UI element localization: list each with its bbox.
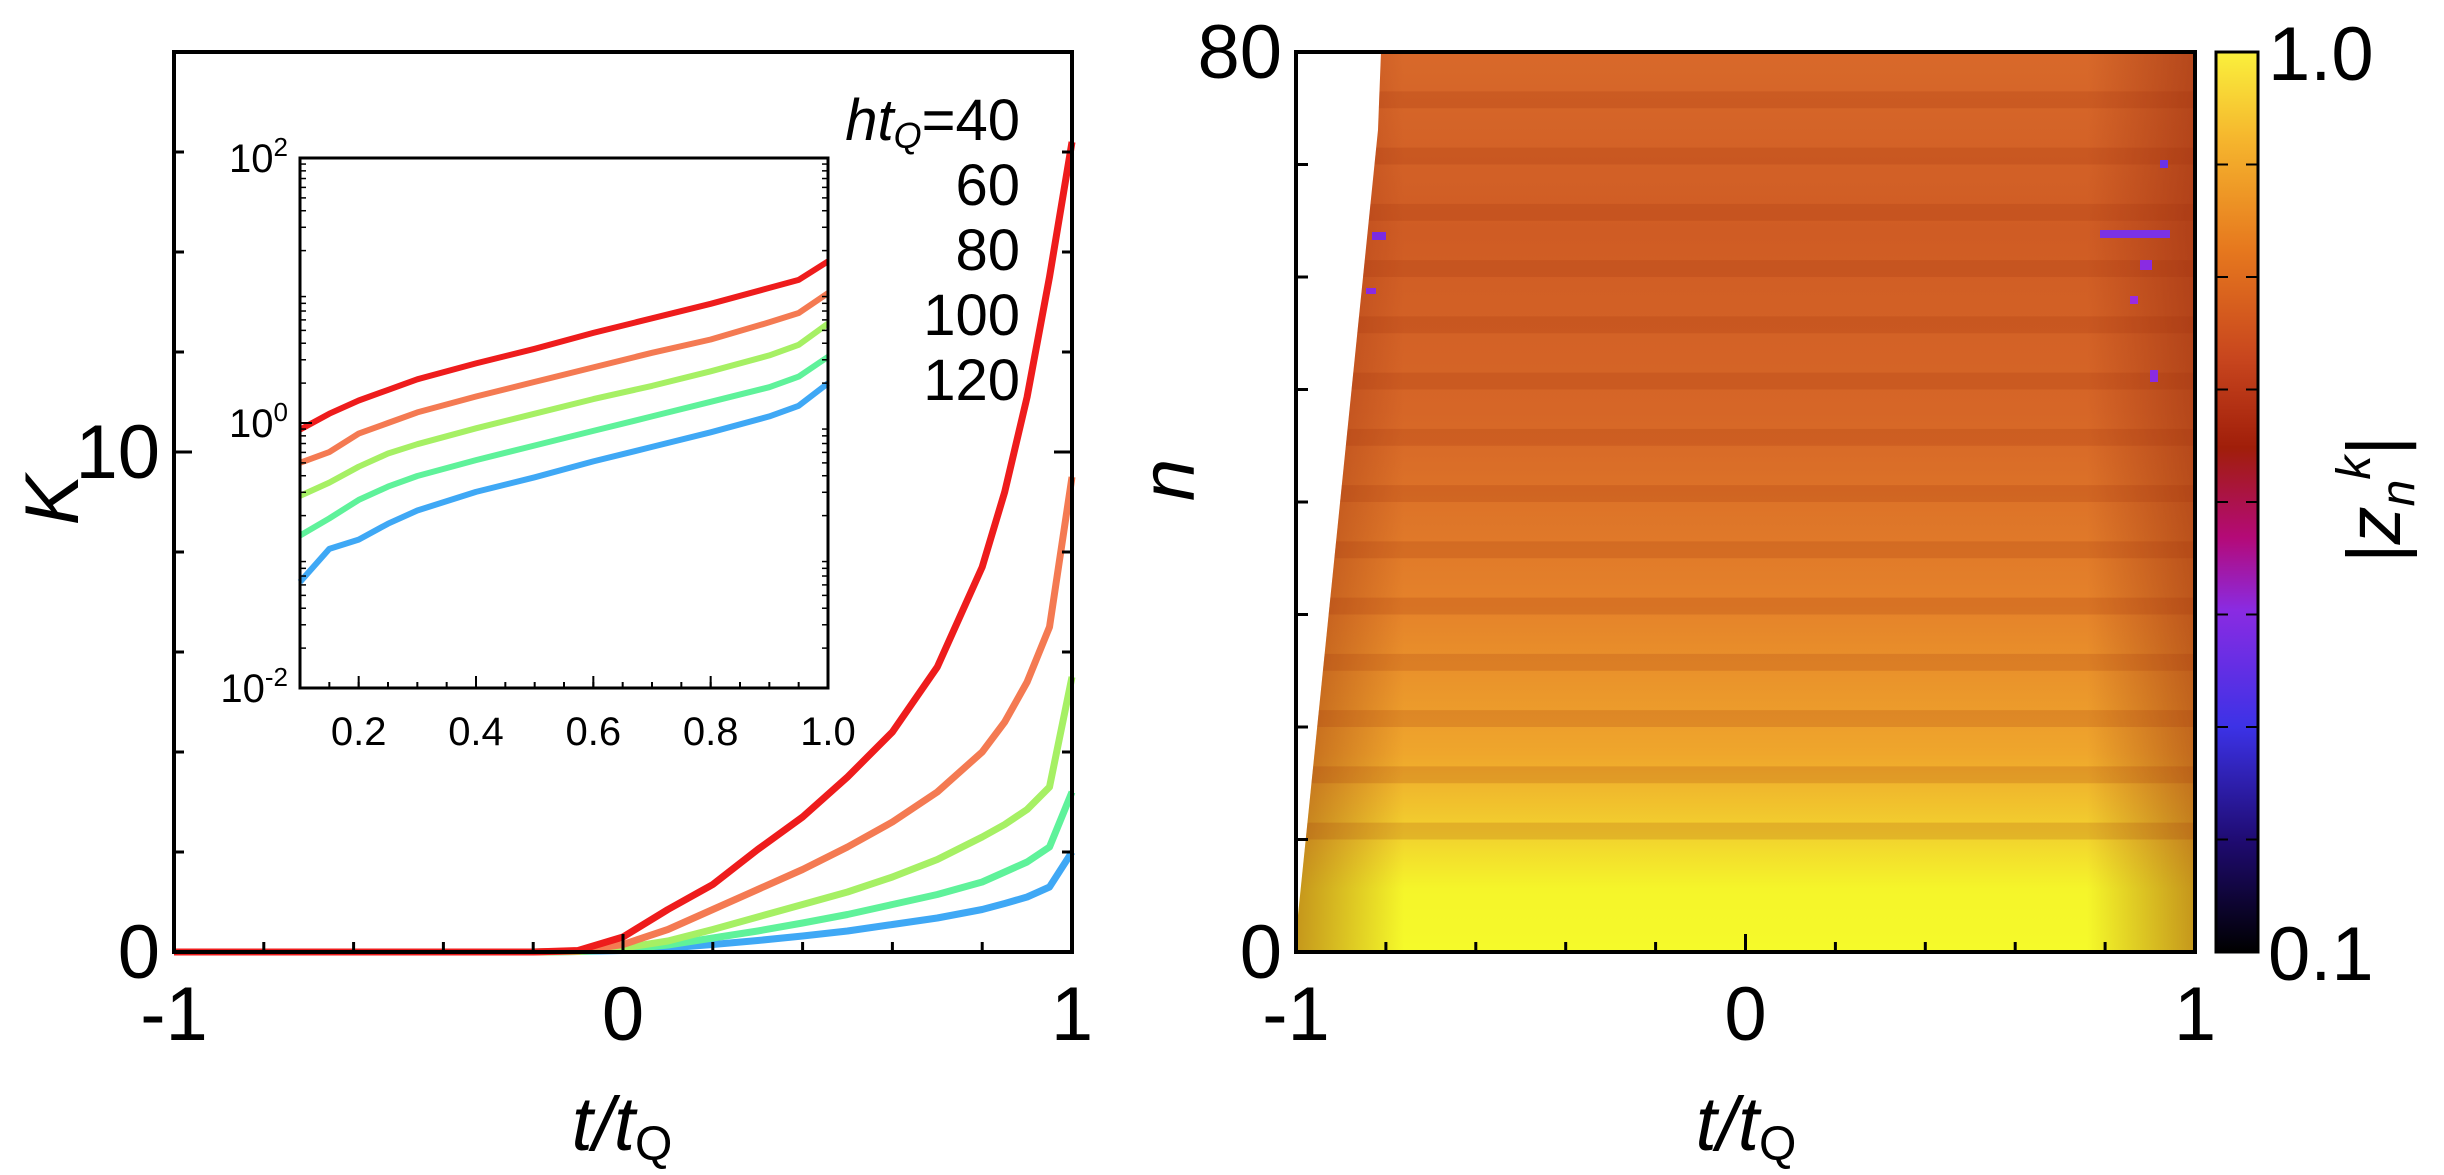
heatmap-stripe <box>1296 91 2195 109</box>
heatmap-x-tick-label: -1 <box>1262 972 1330 1057</box>
series-line-60 <box>174 476 1076 956</box>
heatmap-cells <box>1296 52 2195 952</box>
heatmap-stripe <box>1296 710 2195 727</box>
colorbar-max-label: 1.0 <box>2268 12 2374 97</box>
heatmap-stripe <box>1296 203 2195 221</box>
inset-series-line-120 <box>297 380 830 584</box>
main-y-axis-label: K <box>10 471 95 525</box>
inset-series-line-80 <box>298 321 830 499</box>
inset-x-tick-label: 0.8 <box>683 710 739 754</box>
heatmap-y-tick-label: 80 <box>1197 10 1282 95</box>
heatmap-x-tick-label: 0 <box>1724 972 1766 1057</box>
heatmap-stripe <box>1296 316 2195 334</box>
heatmap-outlier-cell <box>2160 160 2168 168</box>
heatmap-stripes <box>1296 91 2195 840</box>
inset-x-tick-label: 1.0 <box>800 710 856 754</box>
inset-series-line-100 <box>298 354 830 539</box>
inset-y-tick-label: 10-2 <box>220 662 288 711</box>
heatmap-stripe <box>1296 597 2195 615</box>
inset-series-line-60 <box>298 290 830 466</box>
heatmap-outlier-cell <box>1372 232 1386 240</box>
series-line-40 <box>174 141 1076 956</box>
colorbar-label: |znk| <box>2328 436 2425 564</box>
heatmap-outliers <box>1366 160 2170 382</box>
legend-entry-100: 100 <box>923 283 1020 348</box>
inset-y-tick-label: 102 <box>229 132 288 181</box>
heatmap-y-tick-label: 0 <box>1240 910 1282 995</box>
legend-prefix: htQ=40 <box>845 88 1020 156</box>
legend-entry-80: 80 <box>955 218 1020 283</box>
y-tick-label: 0 <box>118 910 160 995</box>
legend: htQ=40 60 80 100 120 <box>845 88 1020 413</box>
heatmap-outlier-cell <box>1366 288 1376 294</box>
inset-y-tick-label: 100 <box>229 397 288 446</box>
heatmap-outlier-cell <box>2100 230 2170 238</box>
y-tick-label: 10 <box>75 410 160 495</box>
inset-x-tick-label: 0.4 <box>448 710 504 754</box>
heatmap-stripe <box>1296 822 2195 840</box>
legend-entry-120: 120 <box>923 348 1020 413</box>
colorbar-min-label: 0.1 <box>2268 912 2374 997</box>
heatmap-edge-shade <box>1296 52 2195 952</box>
heatmap-stripe <box>1296 541 2195 559</box>
x-tick-label: 1 <box>1051 972 1093 1057</box>
inset-x-tick-label: 0.2 <box>331 710 387 754</box>
heatmap-y-axis-label: n <box>1126 459 1211 501</box>
heatmap-stripe <box>1296 147 2195 165</box>
series-line-80 <box>174 676 1076 956</box>
heatmap-outlier-cell <box>2130 296 2138 304</box>
inset-x-tick-label: 0.6 <box>566 710 622 754</box>
colorbar-ticks <box>2216 163 2258 841</box>
inset-plot: 0.2 0.4 0.6 0.8 1.0 10-2 100 102 <box>220 132 855 754</box>
heatmap-stripe <box>1296 372 2195 390</box>
heatmap-outlier-cell <box>2140 260 2152 270</box>
x-tick-label: 0 <box>602 972 644 1057</box>
heatmap-stripe <box>1296 653 2195 671</box>
heatmap-stripe <box>1296 485 2195 502</box>
legend-entry-60: 60 <box>955 153 1020 218</box>
inset-series-group <box>297 258 830 584</box>
x-tick-label: -1 <box>140 972 208 1057</box>
inset-axis-ticks: 0.2 0.4 0.6 0.8 1.0 10-2 100 102 <box>220 132 855 754</box>
heatmap-x-tick-label: 1 <box>2174 972 2216 1057</box>
main-x-axis-label: t/tQ <box>572 1082 673 1171</box>
heatmap-stripe <box>1296 428 2195 446</box>
inset-series-line-40 <box>298 258 830 433</box>
heatmap-x-axis-label: t/tQ <box>1696 1082 1797 1171</box>
series-line-100 <box>174 790 1076 956</box>
heatmap-stripe <box>1296 766 2195 784</box>
heatmap-stripe <box>1296 260 2195 277</box>
heatmap-outlier-cell <box>2150 370 2158 382</box>
